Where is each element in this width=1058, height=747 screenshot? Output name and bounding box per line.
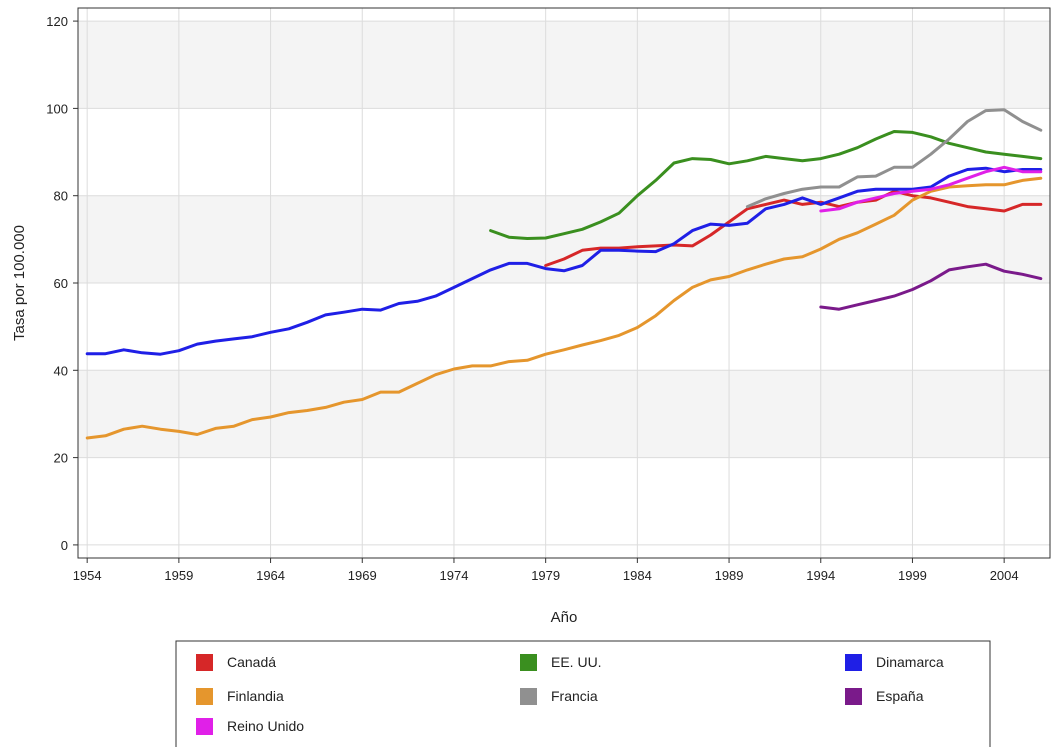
x-tick-label: 1979 xyxy=(531,568,560,583)
x-axis: 1954 1959 1964 1969 1974 1979 1984 1989 1994 1999… xyxy=(73,558,1019,583)
legend-swatch xyxy=(196,718,213,735)
stripe xyxy=(78,370,1050,458)
x-tick-label: 1964 xyxy=(256,568,285,583)
series-line-Reino Unido xyxy=(819,165,1043,213)
y-tick-label: 0 xyxy=(61,538,68,553)
y-tick-label: 60 xyxy=(54,276,68,291)
stripe xyxy=(78,195,1050,283)
x-tick-label: 1999 xyxy=(898,568,927,583)
y-tick-label: 120 xyxy=(46,14,68,29)
legend-label: Finlandia xyxy=(227,688,284,704)
legend: Canadá EE. UU. Dinamarca Finlandia Francia Es… xyxy=(175,640,991,747)
legend-items: Canadá EE. UU. Dinamarca Finlandia Francia Es… xyxy=(196,654,944,735)
legend-swatch xyxy=(196,688,213,705)
series-line-EE. UU. xyxy=(489,130,1043,240)
series-lines xyxy=(85,108,1043,440)
x-axis-title: Año xyxy=(551,609,578,626)
legend-swatch xyxy=(196,654,213,671)
y-tick-label: 80 xyxy=(54,189,68,204)
legend-label: Dinamarca xyxy=(876,654,944,670)
legend-swatch xyxy=(520,654,537,671)
stripe xyxy=(78,21,1050,109)
gridlines xyxy=(78,8,1050,558)
x-tick-label: 2004 xyxy=(990,568,1019,583)
legend-swatch xyxy=(845,654,862,671)
legend-label: Reino Unido xyxy=(227,718,304,734)
x-tick-label: 1989 xyxy=(715,568,744,583)
plot-area xyxy=(77,7,1051,559)
series-line-Francia xyxy=(745,108,1043,209)
y-tick-label: 100 xyxy=(46,101,68,116)
y-axis: 0 20 40 60 80 100 120 xyxy=(46,14,78,553)
series-line-Finlandia xyxy=(85,176,1043,440)
stripe xyxy=(78,544,1050,558)
legend-swatch xyxy=(520,688,537,705)
y-tick-label: 40 xyxy=(54,363,68,378)
x-tick-label: 1969 xyxy=(348,568,377,583)
series-line-España xyxy=(819,262,1043,311)
legend-label: EE. UU. xyxy=(551,654,602,670)
series-line-Dinamarca xyxy=(85,166,1043,356)
x-tick-label: 1959 xyxy=(164,568,193,583)
y-axis-title: Tasa por 100.000 xyxy=(11,225,28,341)
x-tick-label: 1974 xyxy=(440,568,469,583)
x-tick-label: 1954 xyxy=(73,568,102,583)
legend-label: Canadá xyxy=(227,654,276,670)
legend-label: Francia xyxy=(551,688,598,704)
x-tick-label: 1984 xyxy=(623,568,652,583)
y-tick-label: 20 xyxy=(54,451,68,466)
legend-swatch xyxy=(845,688,862,705)
x-tick-label: 1994 xyxy=(806,568,835,583)
plot-stripes xyxy=(78,21,1050,558)
legend-label: España xyxy=(876,688,924,704)
